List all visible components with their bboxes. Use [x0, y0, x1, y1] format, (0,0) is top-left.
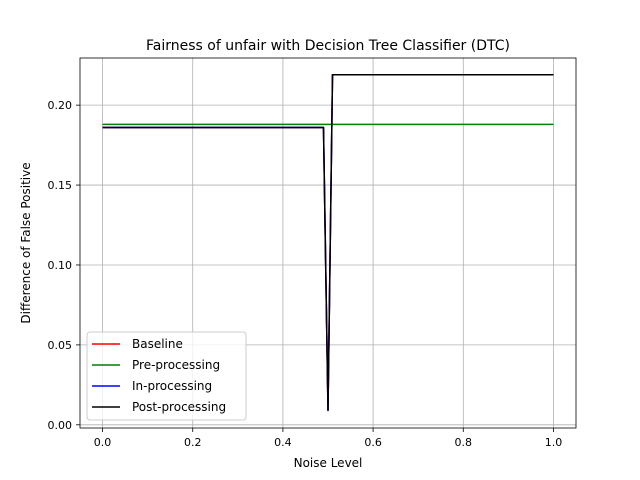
legend: Baseline Pre-processing In-processing Po…: [86, 331, 247, 421]
x-axis-label: Noise Level: [294, 456, 363, 470]
y-tick-label: 0.10: [48, 259, 73, 272]
x-tick-label: 0.6: [364, 436, 382, 449]
x-tick-label: 0.2: [184, 436, 202, 449]
legend-label-in-processing: In-processing: [132, 379, 212, 393]
y-tick-label: 0.15: [48, 179, 73, 192]
x-tick-label: 0.0: [94, 436, 112, 449]
x-tick-label: 0.4: [274, 436, 292, 449]
legend-box: [86, 331, 247, 421]
plot-frame: [79, 57, 577, 429]
y-axis-label: Difference of False Positive: [19, 162, 33, 323]
legend-label-post-processing: Post-processing: [132, 400, 226, 414]
series-line-post-processing: [102, 74, 554, 412]
axis-ticks: 0.0 0.2 0.4 0.6 0.8 1.0 0.00 0.05 0.10 0.15 0.20: [48, 99, 563, 449]
x-tick-label: 1.0: [545, 436, 563, 449]
y-tick-label: 0.00: [48, 419, 73, 432]
chart-title: Fairness of unfair with Decision Tree Cl…: [146, 38, 510, 54]
series-group: [102, 74, 554, 412]
legend-label-baseline: Baseline: [132, 337, 183, 351]
y-tick-label: 0.20: [48, 99, 73, 112]
y-tick-label: 0.05: [48, 339, 73, 352]
x-tick-label: 0.8: [455, 436, 473, 449]
legend-label-pre-processing: Pre-processing: [132, 358, 220, 372]
